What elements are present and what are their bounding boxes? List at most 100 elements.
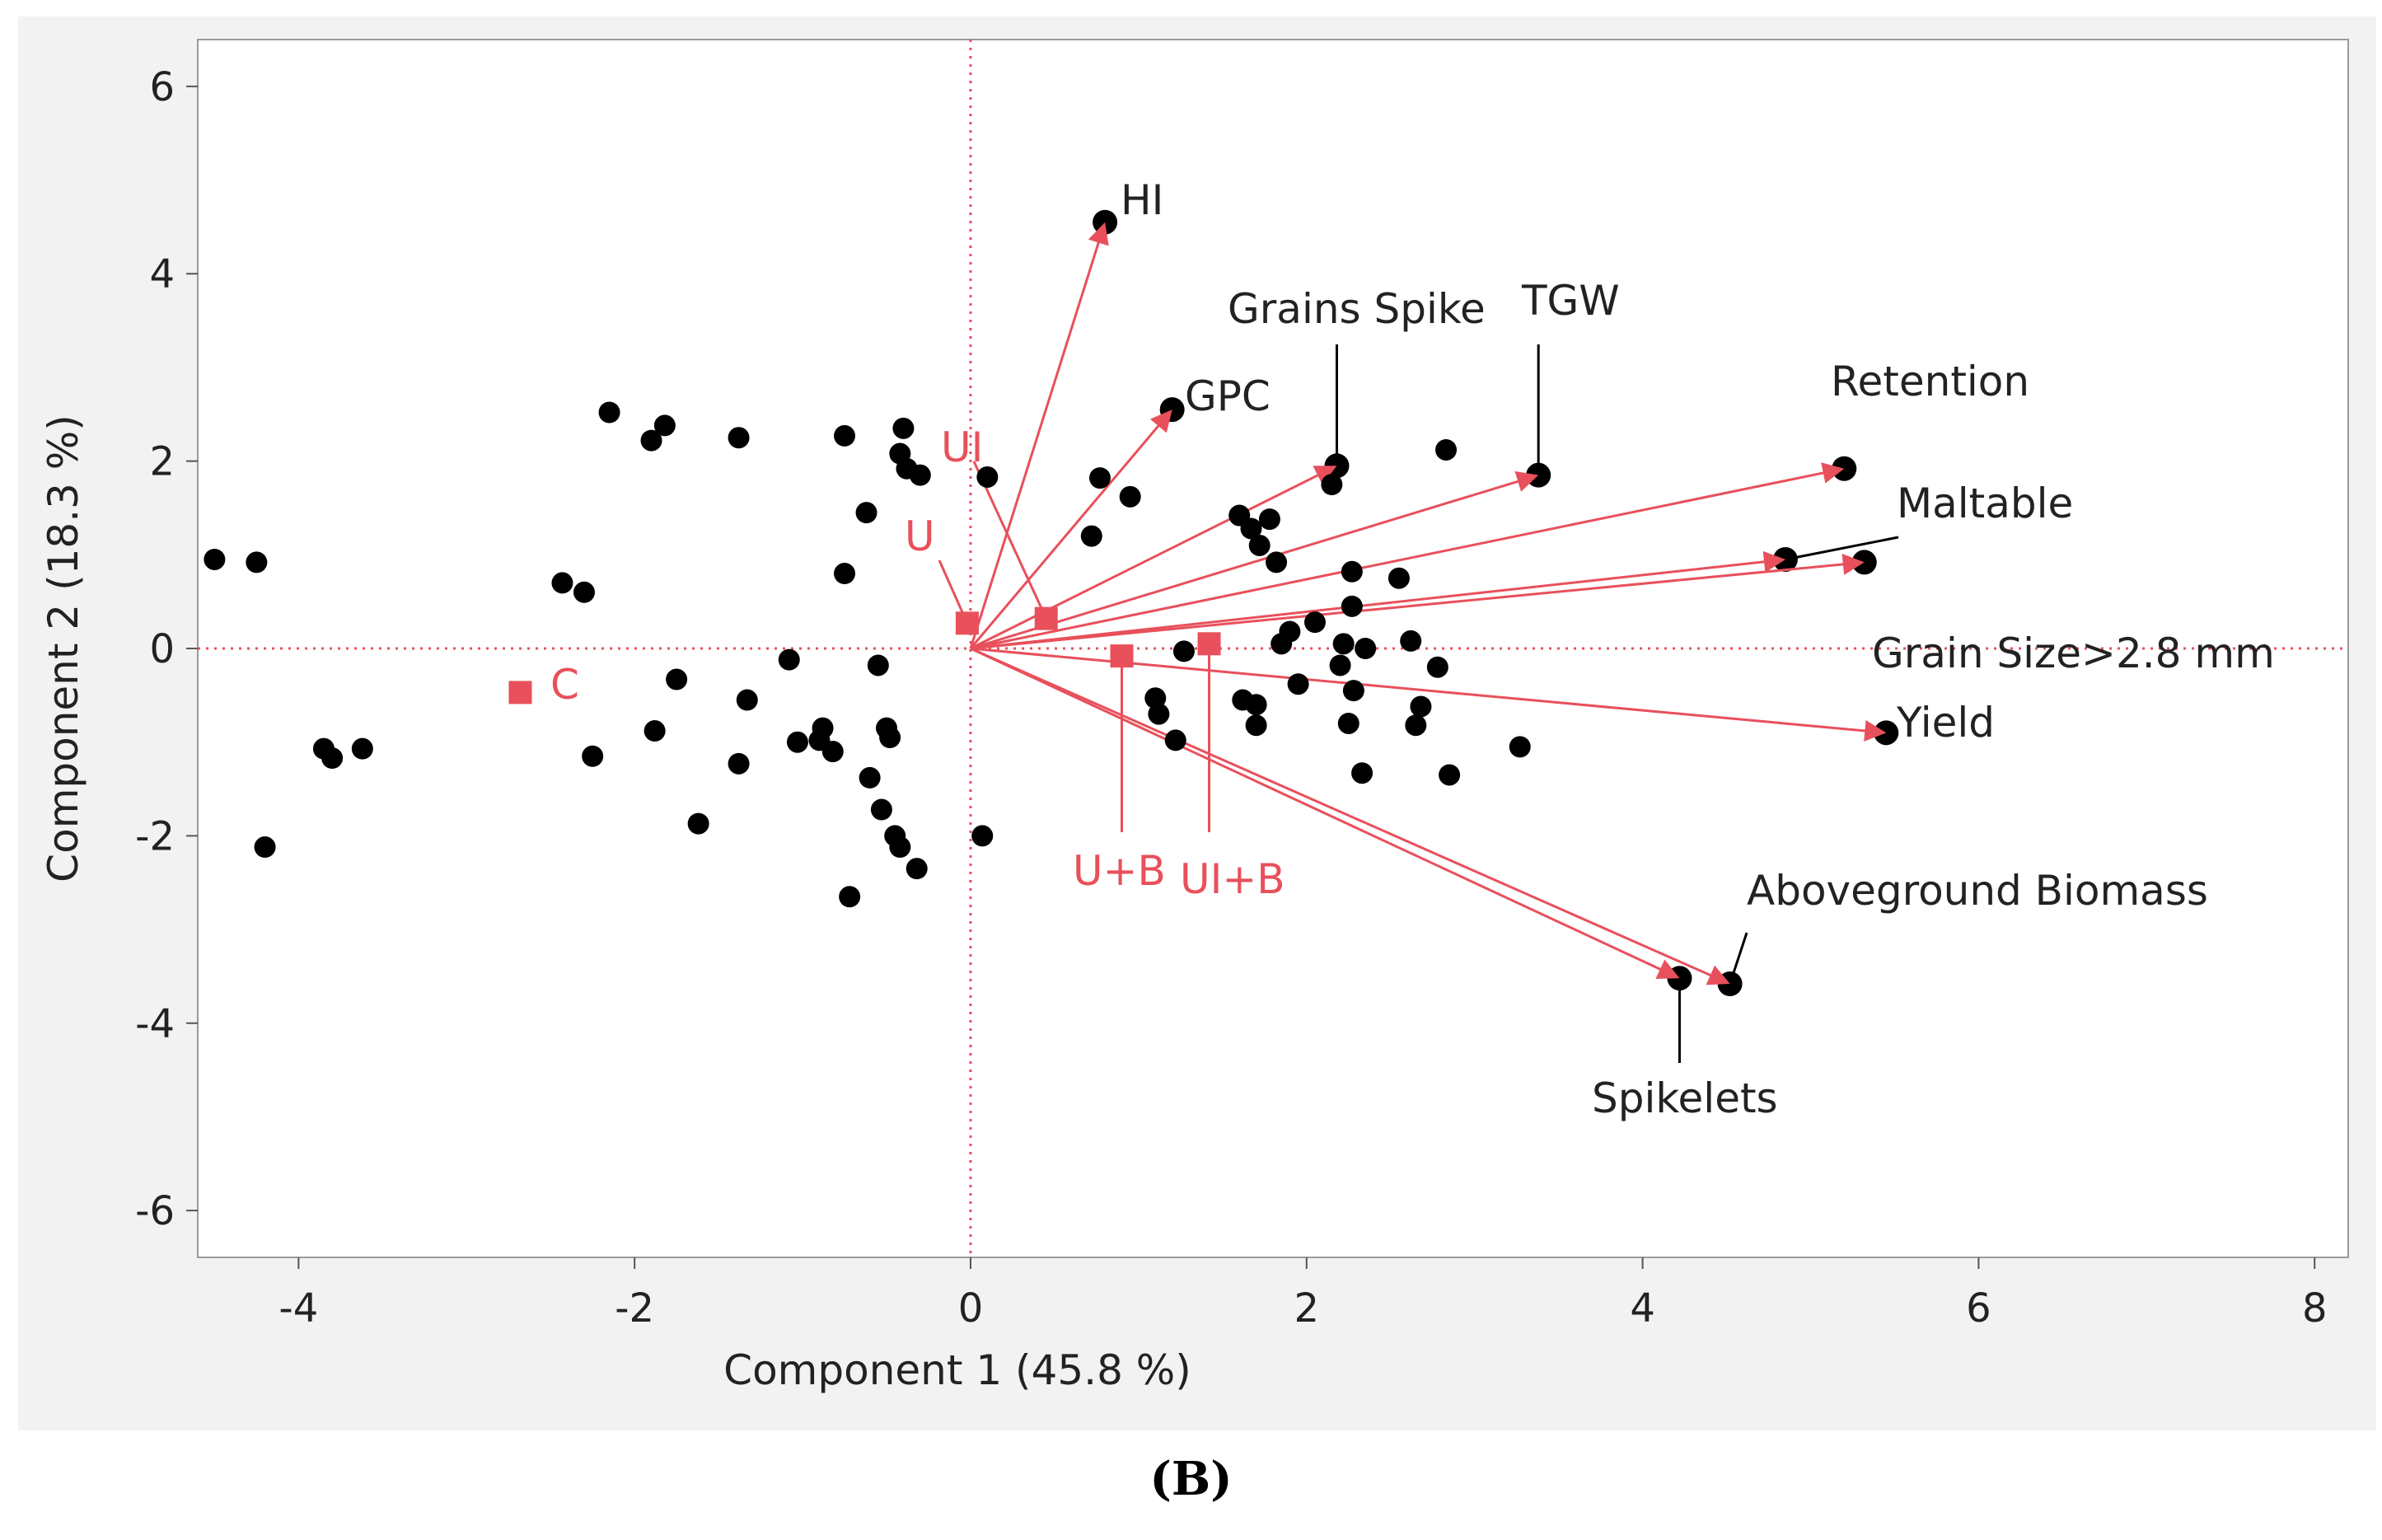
y-axis-label: Component 2 (18.3 %) xyxy=(40,414,87,882)
score-point xyxy=(598,401,620,424)
vector-label: Grains Spike xyxy=(1228,285,1486,333)
label-leaders xyxy=(938,344,1899,1063)
score-point xyxy=(1337,712,1359,734)
score-point xyxy=(551,572,573,594)
x-tick-label: -2 xyxy=(615,1285,654,1332)
vector-label: Grain Size>2.8 mm xyxy=(1872,630,2275,677)
loading-vector xyxy=(970,647,1681,980)
x-tick-label: 4 xyxy=(1630,1285,1655,1332)
group-marker xyxy=(955,611,979,635)
score-points xyxy=(204,401,1531,908)
score-point xyxy=(1245,714,1267,737)
score-point xyxy=(909,464,931,486)
loading-vector xyxy=(970,464,1338,650)
score-point xyxy=(892,417,915,439)
score-point xyxy=(640,429,662,452)
score-point xyxy=(976,466,999,488)
score-point xyxy=(1080,525,1102,547)
score-point xyxy=(1435,438,1458,461)
score-point xyxy=(1172,640,1195,662)
score-point xyxy=(1240,517,1262,540)
y-tick-label: 6 xyxy=(149,64,175,110)
score-point xyxy=(1321,474,1343,496)
figure-caption: (B) xyxy=(1149,1452,1233,1506)
score-point xyxy=(204,548,226,570)
score-point xyxy=(1245,694,1267,716)
score-point xyxy=(879,727,901,749)
vector-arrowhead xyxy=(1841,553,1865,575)
group-label: C xyxy=(550,661,579,709)
score-point xyxy=(1410,695,1432,718)
score-point xyxy=(246,551,268,573)
y-tick-label: 4 xyxy=(149,251,175,297)
loading-vector xyxy=(969,409,1173,649)
vector-arrowhead xyxy=(1864,719,1887,742)
x-tick-label: 6 xyxy=(1966,1285,1991,1332)
vector-label: Yield xyxy=(1896,699,1995,747)
y-tick-label: -6 xyxy=(135,1188,175,1234)
score-point xyxy=(870,798,892,821)
vector-arrowhead xyxy=(1706,965,1730,985)
score-point xyxy=(1342,680,1364,702)
score-point xyxy=(1148,703,1170,725)
y-tick-label: 0 xyxy=(149,626,175,672)
score-point xyxy=(889,836,911,859)
vector-arrowhead xyxy=(1088,222,1109,246)
loading-vector xyxy=(970,647,1731,985)
score-point xyxy=(1341,560,1363,583)
group-marker xyxy=(1197,632,1221,656)
score-point xyxy=(1388,567,1410,589)
score-point xyxy=(1088,467,1111,489)
score-point xyxy=(1279,620,1301,643)
group-marker xyxy=(1110,644,1134,668)
vector-label: TGW xyxy=(1521,277,1620,325)
x-tick-label: 0 xyxy=(958,1285,984,1332)
score-point xyxy=(834,563,856,585)
score-point xyxy=(1329,654,1351,676)
score-point xyxy=(1258,508,1280,531)
score-point xyxy=(643,720,666,742)
score-point xyxy=(1426,656,1448,678)
score-point xyxy=(254,836,276,859)
x-tick-label: 2 xyxy=(1294,1285,1320,1332)
pca-biplot: -4 -2 0 2 4 6 8 -6 -4 -2 0 2 4 6 HI GPC Grains Spike TGW… xyxy=(40,39,2349,1394)
vector-label: Maltable xyxy=(1897,480,2073,527)
group-marker xyxy=(508,681,532,704)
score-point xyxy=(1439,764,1461,786)
score-point xyxy=(321,747,344,770)
score-point xyxy=(728,427,750,449)
score-point xyxy=(573,581,595,603)
vector-arrowhead xyxy=(1149,410,1172,433)
vector-labels: HI GPC Grains Spike TGW Retention Maltable Gra… xyxy=(550,176,2275,1122)
x-axis-label: Component 1 (45.8 %) xyxy=(723,1346,1191,1394)
score-point xyxy=(867,654,889,676)
loading-vector xyxy=(970,474,1539,650)
loading-vector xyxy=(970,558,1786,650)
vector-arrowhead xyxy=(1655,959,1680,980)
score-point xyxy=(728,752,750,775)
loading-vector xyxy=(969,222,1107,649)
score-point xyxy=(1287,673,1309,695)
score-point xyxy=(351,737,373,760)
group-label: U+B xyxy=(1073,847,1166,895)
score-point xyxy=(1266,551,1288,573)
group-label: U xyxy=(905,513,935,560)
score-point xyxy=(1341,595,1363,617)
score-point xyxy=(906,858,928,880)
score-point xyxy=(687,812,709,835)
vector-arrowhead xyxy=(1313,466,1337,485)
vector-label: Aboveground Biomass xyxy=(1747,867,2208,915)
score-point xyxy=(778,648,800,671)
loading-vector xyxy=(970,467,1845,650)
score-point xyxy=(971,825,994,847)
score-point xyxy=(834,424,856,447)
label-leader xyxy=(1785,536,1899,561)
loading-vector xyxy=(970,560,1865,650)
figure-panel: -4 -2 0 2 4 6 8 -6 -4 -2 0 2 4 6 HI GPC Grains Spike TGW… xyxy=(18,16,2376,1430)
score-point xyxy=(1248,534,1271,556)
group-label: UI xyxy=(941,424,983,471)
vector-label: HI xyxy=(1121,176,1163,224)
score-point xyxy=(582,745,604,767)
vector-arrowhead xyxy=(1514,470,1539,492)
score-point xyxy=(1164,729,1186,751)
